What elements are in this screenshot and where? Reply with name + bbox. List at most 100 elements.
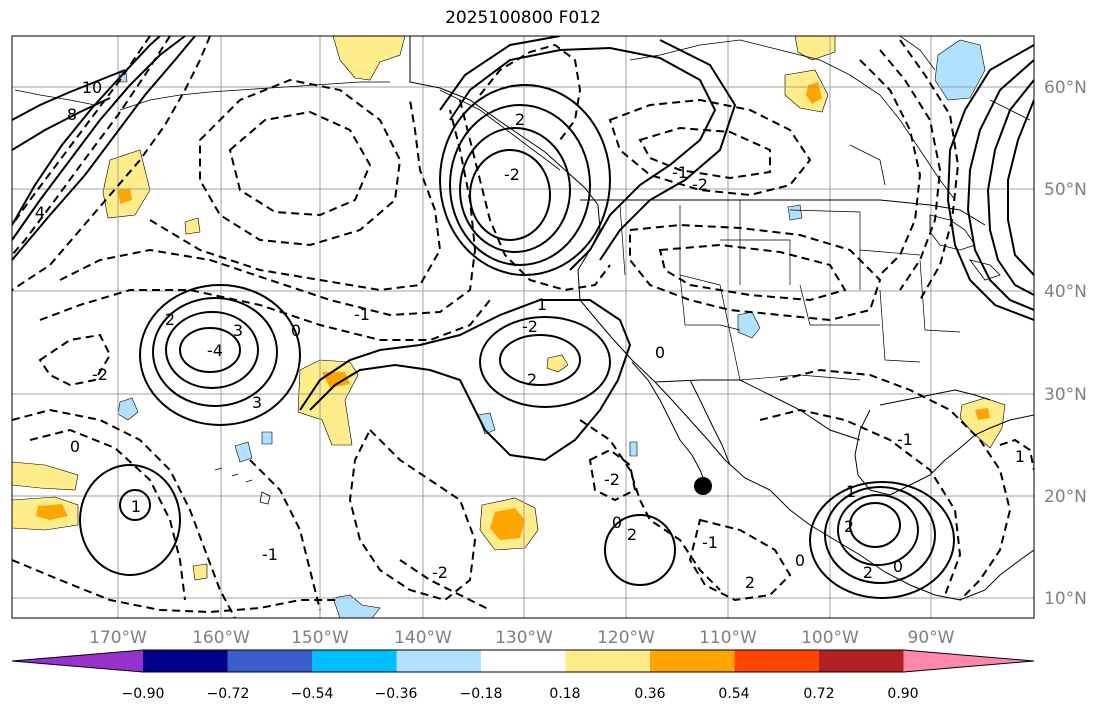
- contour-labels: 10 8 4 2 3 -4 3 0 -1 -2 1 -2 0 2 2 -2 0 …: [35, 78, 1025, 592]
- latitude-labels: 60°N 50°N 40°N 30°N 20°N 10°N: [1044, 78, 1087, 609]
- map-frame: [11, 35, 1035, 619]
- colorbar-outline: [11, 649, 1035, 673]
- contour-positive: [152, 297, 278, 407]
- contour-negative: [629, 223, 882, 322]
- contour-positive: [479, 316, 611, 408]
- shade-negative-low: [934, 39, 986, 101]
- shade-negative-low: [737, 311, 761, 339]
- contour-label: 2: [527, 370, 537, 389]
- shade-positive-low: [784, 69, 829, 113]
- contour-label: -2: [432, 563, 448, 582]
- colorbar-segment: [565, 650, 651, 672]
- contour-positive: [139, 284, 301, 426]
- contour-positive: [604, 514, 676, 586]
- mexico-border: [654, 379, 861, 441]
- longitude-labels: 170°W 160°W 150°W 140°W 130°W 120°W 110°…: [89, 628, 955, 648]
- solid-contours: [12, 36, 1034, 599]
- gulf-coast: [854, 389, 1034, 496]
- colorbar-tick-label: −0.18: [460, 686, 503, 702]
- contour-negative: [608, 98, 812, 197]
- shade-negative-low: [629, 441, 638, 457]
- contour-positive: [837, 494, 919, 566]
- colorbar-segment: [396, 650, 482, 672]
- contour-negative: [688, 518, 792, 602]
- contour-label: 3: [233, 321, 243, 340]
- contour-label: 0: [612, 513, 622, 532]
- canada-us-border: [580, 199, 986, 226]
- contour-positive: [809, 481, 955, 599]
- shade-positive-low: [192, 563, 208, 581]
- colorbar-segment: [227, 650, 313, 672]
- contour-positive: [499, 334, 581, 386]
- colorbar-tick-label: −0.54: [291, 686, 334, 702]
- contour-label: -2: [522, 317, 538, 336]
- canada-north: [629, 36, 1031, 201]
- lon-label: 90°W: [908, 628, 955, 648]
- contour-label: 2: [745, 573, 755, 592]
- contour-negative: [228, 110, 372, 217]
- lon-label: 160°W: [192, 628, 250, 648]
- shade-positive-mid: [118, 188, 132, 204]
- contour-positive: [986, 79, 1034, 296]
- contour-label: 0: [795, 551, 805, 570]
- lon-label: 100°W: [801, 628, 859, 648]
- contour-negative: [249, 459, 321, 611]
- contour-negative: [12, 408, 236, 618]
- lon-label: 150°W: [291, 628, 349, 648]
- colorbar-segment: [734, 650, 820, 672]
- us-state-borders: [619, 200, 961, 381]
- contour-negative: [12, 559, 340, 614]
- shade-negative-low: [332, 594, 381, 618]
- colorbar-tick-label: 0.36: [634, 686, 665, 702]
- contour-positive: [849, 502, 901, 548]
- lat-label: 50°N: [1044, 180, 1087, 200]
- contour-negative: [199, 78, 402, 247]
- contour-label: 8: [67, 105, 77, 124]
- contour-negative: [59, 109, 477, 317]
- contour-negative: [588, 448, 637, 502]
- colorbar-segment: [819, 650, 904, 672]
- lon-label: 110°W: [699, 628, 757, 648]
- contour-negative: [348, 428, 477, 602]
- shade-positive-low: [546, 354, 569, 373]
- contour-positive: [449, 104, 591, 266]
- contour-positive: [119, 489, 151, 521]
- contour-positive: [12, 36, 196, 261]
- lat-label: 60°N: [1044, 78, 1087, 98]
- shade-positive-mid: [975, 408, 990, 420]
- colorbar-tick-label: −0.72: [207, 686, 250, 702]
- contour-label: 0: [655, 343, 665, 362]
- contour-negative: [579, 419, 721, 591]
- contour-label: -1: [897, 430, 913, 449]
- contour-label: 10: [82, 78, 102, 97]
- contour-negative: [658, 243, 847, 302]
- contour-positive: [469, 149, 551, 241]
- shade-positive-low: [184, 217, 201, 235]
- lat-label: 30°N: [1044, 385, 1087, 405]
- contour-negative: [859, 59, 922, 276]
- coastlines-and-borders: [14, 36, 1034, 601]
- contour-negative: [12, 36, 151, 226]
- contour-label: 0: [291, 321, 301, 340]
- dashed-contours: [12, 36, 1034, 618]
- colorbar-tick-label: 0.72: [803, 686, 834, 702]
- contour-label: 1: [537, 295, 547, 314]
- colorbar-tick-label: −0.90: [122, 686, 165, 702]
- shade-negative-low: [787, 204, 803, 221]
- contour-negative: [779, 368, 1012, 601]
- contour-negative: [39, 289, 491, 341]
- colorbar-tick-label: 0.54: [718, 686, 749, 702]
- colorbar-segment: [143, 650, 228, 672]
- contour-label: 2: [165, 310, 175, 329]
- contour-positive: [165, 311, 259, 389]
- contour-zero: [299, 299, 632, 462]
- contour-negative: [759, 408, 962, 596]
- contour-label: 2: [863, 563, 873, 582]
- lon-label: 170°W: [89, 628, 147, 648]
- contour-label: 1: [131, 497, 141, 516]
- contour-positive: [79, 464, 181, 576]
- contour-negative: [638, 126, 771, 180]
- contour-positive: [946, 44, 1034, 321]
- colorbar-tick-label: −0.36: [375, 686, 418, 702]
- north-america-coastline: [409, 36, 1034, 601]
